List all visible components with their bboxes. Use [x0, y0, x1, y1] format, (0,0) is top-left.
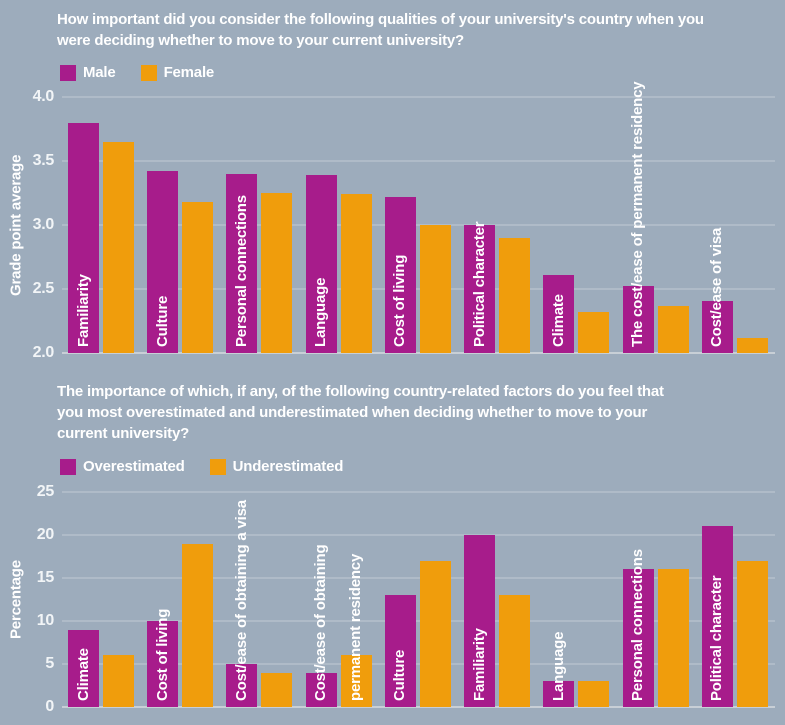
- y-tick-25: 25: [36, 483, 55, 500]
- y-tick-5: 5: [45, 655, 54, 672]
- bar-overestimated-personal-connections: [622, 569, 654, 707]
- bar-underestimated-language: [578, 681, 610, 707]
- category-label-personal-connections: Personal connections: [629, 549, 647, 701]
- bar-male-personal-connections: [226, 173, 258, 353]
- bar-underestimated-cost-ease-of-obtaining-a-visa: [261, 672, 293, 707]
- chart-title: The importance of which, if any, of the …: [57, 383, 664, 442]
- category-label-language: Language: [549, 631, 567, 701]
- bar-overestimated-cost-ease-of-obtaining-permanent-residency: [305, 672, 337, 707]
- bar-overestimated-culture: [384, 595, 416, 707]
- gridline-2-5: [62, 288, 775, 290]
- bar-male-political-character: [464, 225, 496, 353]
- legend: Male Female: [60, 64, 214, 81]
- y-tick-3-0: 3.0: [32, 216, 55, 233]
- bar-overestimated-political-character: [701, 526, 733, 707]
- chart-title: How important did you consider the follo…: [57, 11, 704, 49]
- gridline-4-0: [62, 96, 775, 98]
- bar-underestimated-cost-ease-of-obtaining-permanent-residency: [340, 655, 372, 707]
- bar-male-the-cost-ease-of-permanent-residency: [622, 286, 654, 353]
- legend-item-male: Male: [60, 64, 116, 81]
- bar-overestimated-language: [543, 681, 575, 707]
- y-tick-2-0: 2.0: [32, 344, 55, 361]
- bar-male-cost-ease-of-visa: [701, 300, 733, 353]
- legend-swatch-female: [140, 64, 157, 81]
- bar-overestimated-climate: [68, 629, 99, 707]
- category-label-political-character: Political character: [708, 575, 726, 701]
- y-tick-0: 0: [45, 698, 54, 715]
- y-tick-2-5: 2.5: [32, 280, 55, 297]
- legend-swatch-underestimated: [209, 458, 226, 475]
- bar-female-culture: [182, 201, 214, 353]
- bar-female-cost-ease-of-visa: [736, 337, 768, 353]
- category-label-cost-ease-of-obtaining: Cost/ease of obtaining: [312, 544, 330, 701]
- bar-overestimated-cost-of-living: [147, 621, 179, 707]
- gridline-3-0: [62, 224, 775, 226]
- bar-male-culture: [147, 171, 179, 353]
- bar-female-the-cost-ease-of-permanent-residency: [657, 305, 689, 353]
- bar-female-climate: [578, 312, 610, 353]
- bar-male-cost-of-living: [384, 196, 416, 353]
- gridline-0: [62, 706, 775, 708]
- legend-item-underestimated: Underestimated: [209, 458, 344, 475]
- legend-label: Female: [163, 64, 215, 81]
- gridline-5: [62, 663, 775, 665]
- category-label-familiarity: Familiarity: [470, 628, 488, 701]
- category-label-climate: Climate: [74, 648, 92, 701]
- y-tick-3-5: 3.5: [32, 152, 55, 169]
- y-tick-20: 20: [36, 526, 55, 543]
- bar-female-language: [340, 194, 372, 353]
- bar-male-climate: [543, 274, 575, 353]
- category-label-cost-ease-of-obtaining-a-visa: Cost/ease of obtaining a visa: [232, 500, 250, 701]
- bar-male-familiarity: [68, 122, 99, 353]
- gridline-25: [62, 491, 775, 493]
- bar-female-familiarity: [103, 141, 134, 353]
- gridline-10: [62, 620, 775, 622]
- bar-female-political-character: [499, 237, 531, 353]
- gridline-15: [62, 577, 775, 579]
- legend-label: Overestimated: [83, 458, 185, 475]
- bar-male-language: [305, 175, 337, 353]
- category-label-permanent-residency: permanent residency: [347, 553, 365, 701]
- bar-underestimated-climate: [103, 655, 134, 707]
- legend-label: Male: [83, 64, 116, 81]
- bar-underestimated-personal-connections: [657, 569, 689, 707]
- gridline-3-5: [62, 160, 775, 162]
- legend-item-overestimated: Overestimated: [60, 458, 185, 475]
- y-tick-15: 15: [36, 569, 55, 586]
- bar-overestimated-cost-ease-of-obtaining-a-visa: [226, 664, 258, 707]
- bar-underestimated-cost-of-living: [182, 543, 214, 707]
- gridline-2-0: [62, 352, 775, 354]
- y-tick-4-0: 4.0: [32, 88, 55, 105]
- gridline-20: [62, 534, 775, 536]
- bar-underestimated-familiarity: [499, 595, 531, 707]
- bar-underestimated-culture: [419, 560, 451, 707]
- legend-swatch-male: [60, 64, 76, 81]
- bar-female-cost-of-living: [419, 225, 451, 353]
- bar-overestimated-familiarity: [464, 535, 496, 707]
- legend: Overestimated Underestimated: [60, 458, 343, 475]
- legend-label: Underestimated: [232, 458, 344, 475]
- legend-swatch-overestimated: [60, 458, 76, 475]
- legend-item-female: Female: [140, 64, 215, 81]
- bar-underestimated-political-character: [736, 560, 768, 707]
- bar-female-personal-connections: [261, 193, 293, 353]
- category-label-culture: Culture: [391, 649, 409, 701]
- category-label-cost-of-living: Cost of living: [153, 608, 171, 701]
- y-tick-10: 10: [36, 612, 55, 629]
